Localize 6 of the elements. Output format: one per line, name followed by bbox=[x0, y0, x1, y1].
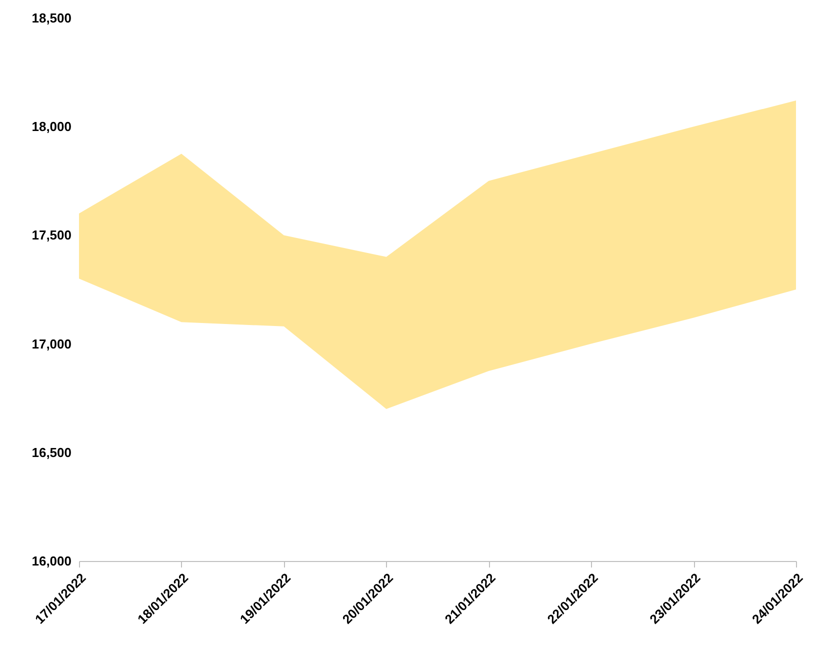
y-tick-label: 17,000 bbox=[32, 336, 72, 352]
y-tick-label: 16,000 bbox=[32, 554, 72, 568]
y-tick-label: 18,000 bbox=[32, 119, 72, 134]
y-tick-label: 16,500 bbox=[32, 444, 72, 460]
y-tick-label: 17,500 bbox=[32, 228, 72, 243]
y-tick-label: 18,500 bbox=[32, 10, 72, 26]
